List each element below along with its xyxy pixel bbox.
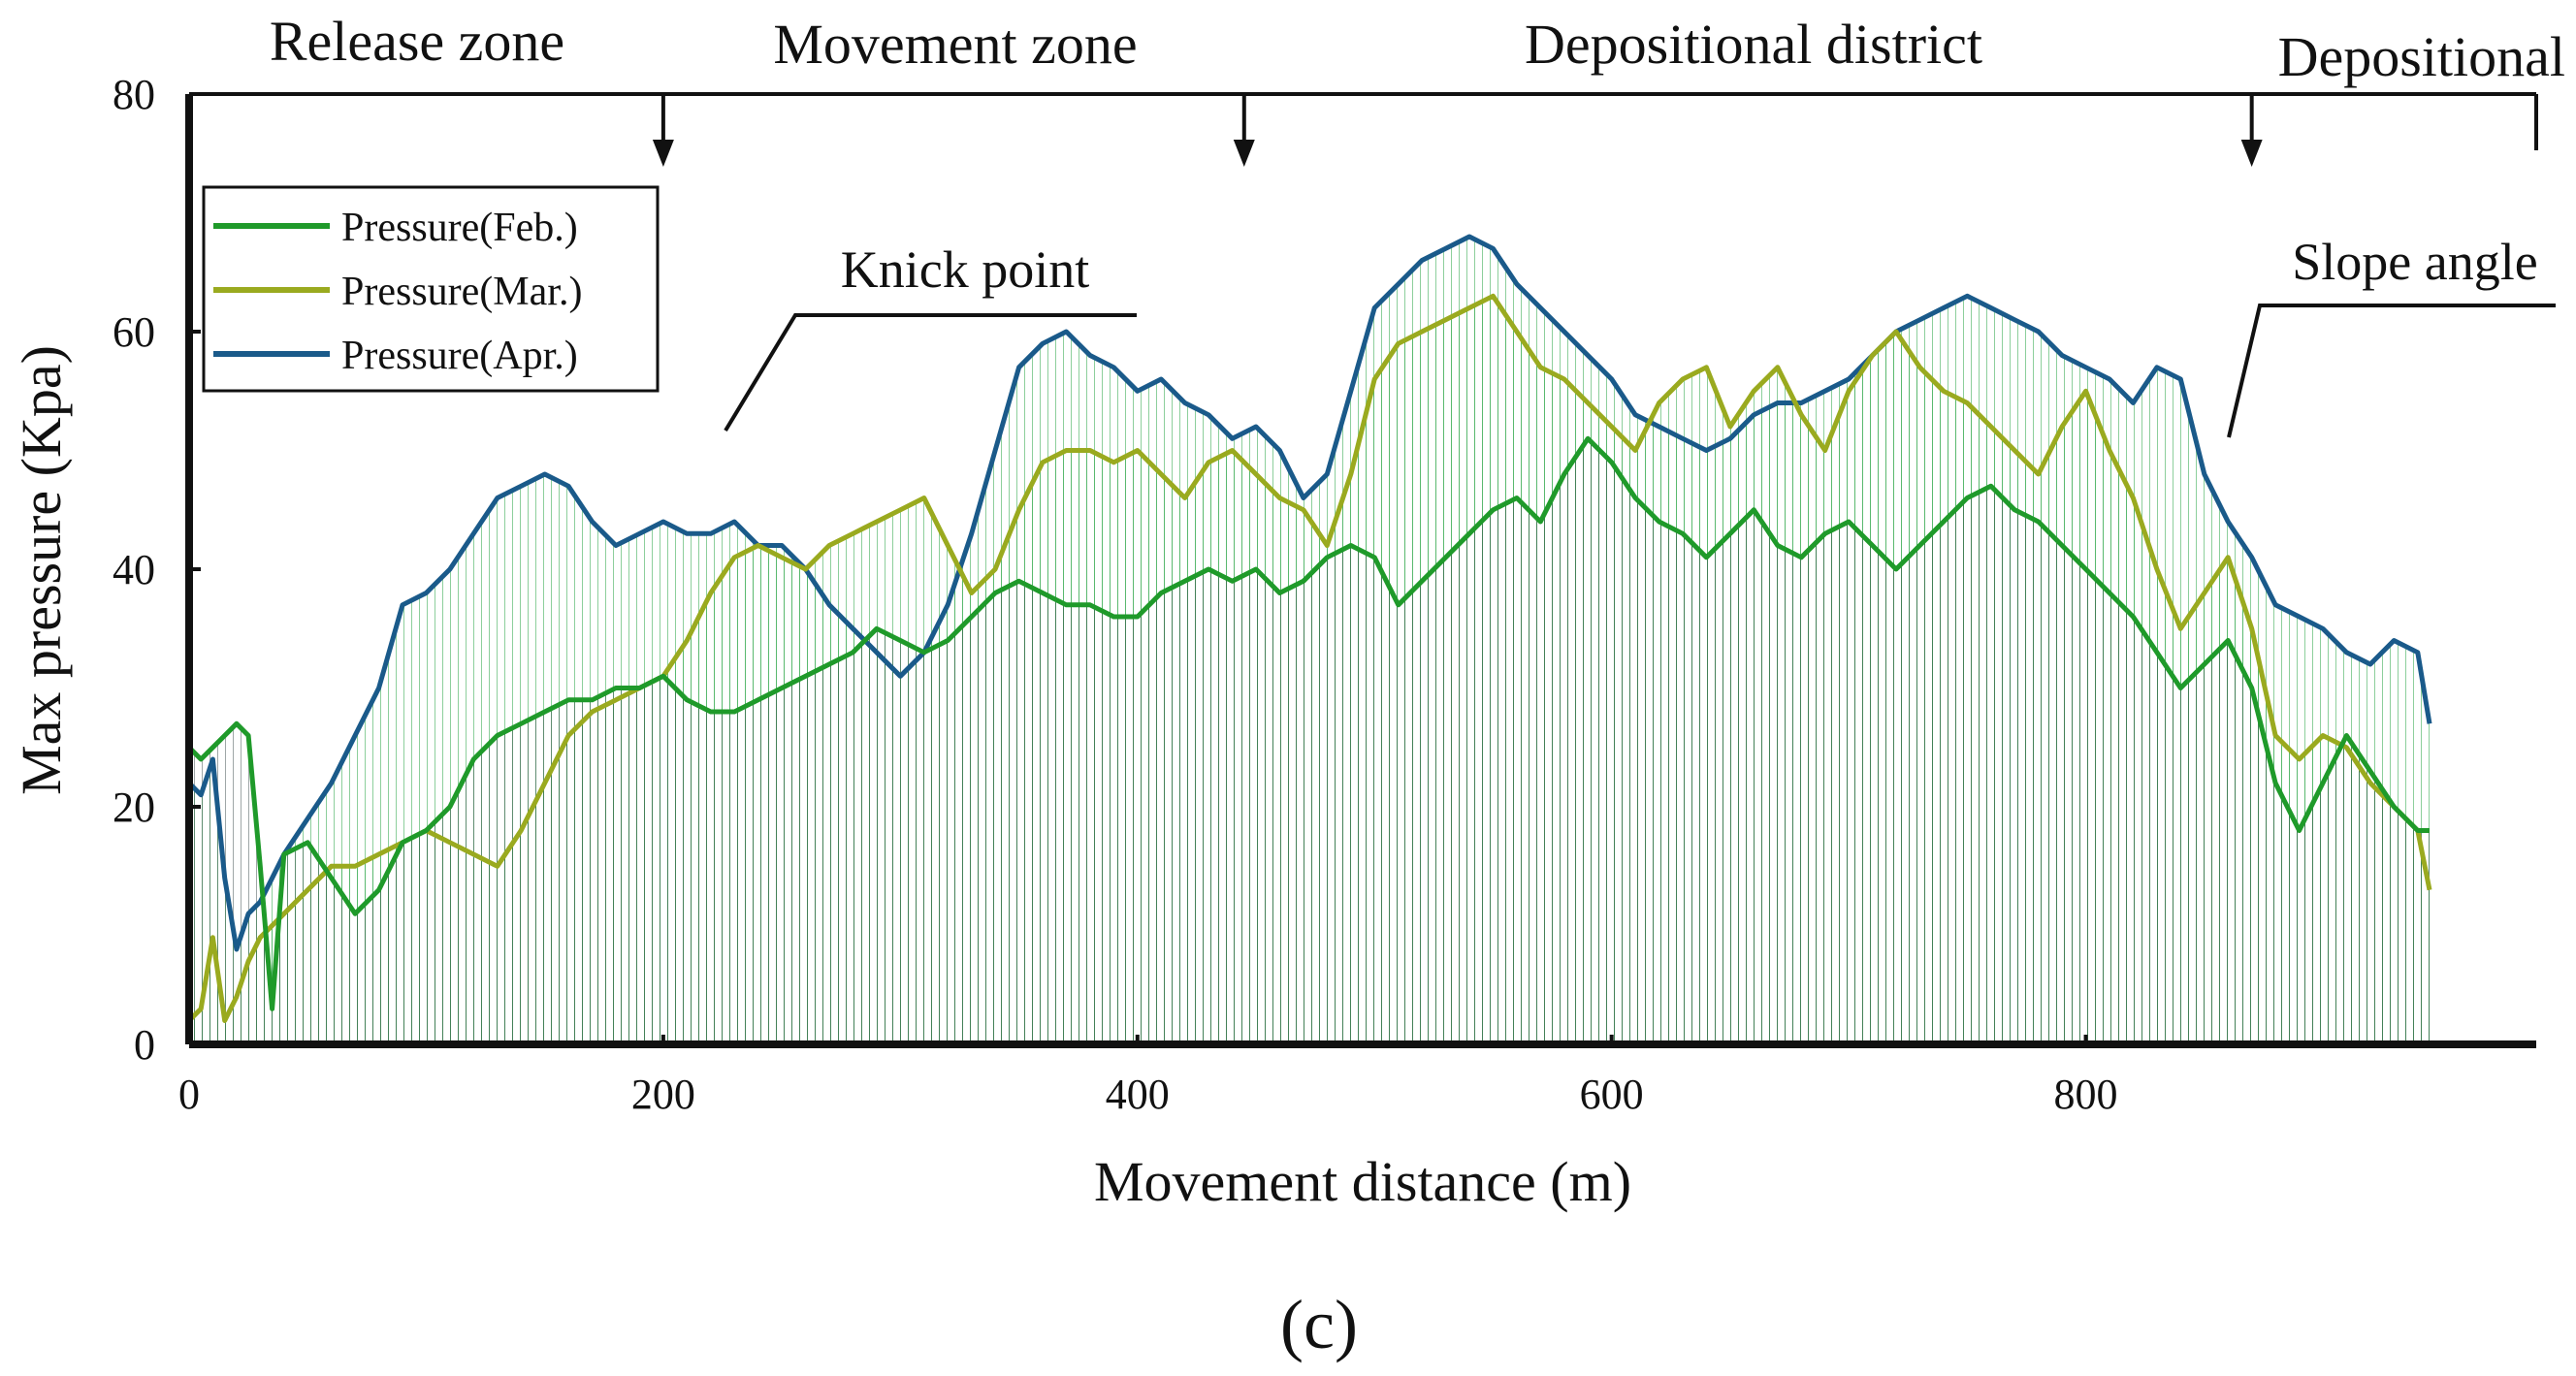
series-line-Pressure(Apr.) (187, 234, 2432, 952)
legend: Pressure(Feb.) Pressure(Mar.) Pressure(A… (202, 185, 660, 393)
annotations: Knick point Slope angle (724, 233, 2556, 438)
zone-label-depositional: Depositional (2278, 25, 2565, 88)
y-tick-label-60: 60 (113, 308, 155, 356)
y-tick-label-20: 20 (113, 784, 155, 831)
knick-point-leader (724, 313, 1137, 432)
legend-label-feb: Pressure(Feb.) (341, 206, 578, 250)
zone-arrow-head (652, 140, 674, 167)
area-Pressure(Feb.) (189, 438, 2430, 1044)
legend-label-apr: Pressure(Apr.) (341, 334, 578, 378)
y-tick-label-40: 40 (113, 546, 155, 593)
zone-label-movement: Movement zone (773, 13, 1137, 76)
legend-label-mar: Pressure(Mar.) (341, 270, 582, 314)
x-tick-label-600: 600 (1580, 1071, 1644, 1118)
x-tick-label-800: 800 (2054, 1071, 2118, 1118)
plot-area: 0 200 400 600 800 0 20 40 60 80 (113, 71, 2536, 1118)
panel-label: (c) (1280, 1286, 1358, 1363)
x-axis-title: Movement distance (m) (1094, 1150, 1631, 1213)
series-line-Pressure(Feb.) (187, 435, 2430, 1011)
x-tick-label-200: 200 (631, 1071, 695, 1118)
zone-arrow-head (2240, 140, 2263, 167)
y-tick-label-0: 0 (134, 1021, 155, 1069)
knick-point-label: Knick point (841, 240, 1089, 299)
slope-angle-leader (2227, 304, 2556, 438)
slope-angle-label: Slope angle (2292, 233, 2537, 291)
y-axis-title: Max pressure (Kpa) (10, 345, 73, 795)
x-tick-label-400: 400 (1106, 1071, 1170, 1118)
zone-header: Release zone Movement zone Depositional … (189, 10, 2565, 167)
y-tick-label-80: 80 (113, 71, 155, 118)
x-tick-label-0: 0 (178, 1071, 200, 1118)
zone-arrow-head (1233, 140, 1255, 167)
zone-label-depositional-district: Depositional district (1525, 13, 1982, 76)
series-line-Pressure(Mar.) (187, 293, 2432, 1023)
zone-label-release: Release zone (270, 10, 564, 73)
